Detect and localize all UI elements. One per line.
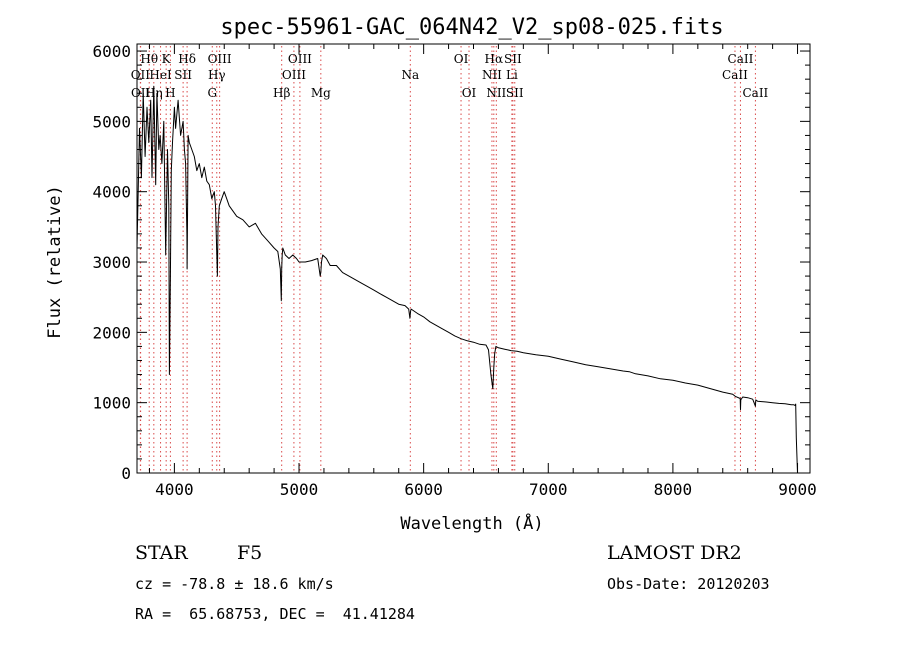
spectral-line-markers: [139, 46, 756, 473]
observation-date: Obs-Date: 20120203: [607, 575, 770, 593]
line-label-22: Hβ: [273, 86, 290, 100]
y-tick-label-1000: 1000: [92, 394, 131, 413]
y-tick-label-0: 0: [121, 464, 131, 483]
line-label-20: H: [165, 86, 175, 100]
x-tick-label-5000: 5000: [280, 480, 319, 499]
spectrum-series: [136, 85, 798, 474]
line-label-10: HeI: [149, 68, 172, 82]
x-axis-label: Wavelength (Å): [400, 512, 543, 534]
line-label-0: Hθ: [140, 52, 158, 66]
chart-title: spec-55961-GAC_064N42_V2_sp08-025.fits: [220, 15, 723, 40]
x-tick-label-4000: 4000: [155, 480, 194, 499]
line-label-17: CaII: [722, 68, 748, 82]
line-label-14: Na: [401, 68, 419, 82]
line-label-4: OIII: [288, 52, 312, 66]
line-label-26: SII: [506, 86, 524, 100]
x-tick-label-7000: 7000: [529, 480, 568, 499]
line-label-24: OI: [462, 86, 477, 100]
plot-frame: [136, 43, 811, 474]
coordinates-readout: RA = 65.68753, DEC = 41.41284: [135, 605, 415, 623]
x-axis-ticks: 4000 5000 6000 7000 8000 9000: [148, 44, 817, 499]
line-label-7: SII: [504, 52, 522, 66]
line-label-9: OII: [131, 68, 151, 82]
line-label-1: K: [162, 52, 172, 66]
line-label-2: Hδ: [178, 52, 196, 66]
object-class: STAR: [135, 542, 188, 564]
line-label-5: OI: [454, 52, 469, 66]
y-axis-label: Flux (relative): [45, 185, 65, 339]
line-label-12: Hγ: [208, 68, 226, 82]
line-label-3: OIII: [208, 52, 232, 66]
line-label-6: Hα: [485, 52, 504, 66]
y-tick-label-4000: 4000: [92, 183, 131, 202]
line-label-27: CaII: [742, 86, 768, 100]
line-label-15: NII: [482, 68, 502, 82]
y-tick-label-3000: 3000: [92, 253, 131, 272]
y-tick-label-6000: 6000: [92, 42, 131, 61]
x-tick-label-9000: 9000: [778, 480, 817, 499]
line-label-25: NII: [486, 86, 506, 100]
object-subclass: F5: [237, 542, 263, 564]
line-label-16: Li: [506, 68, 518, 82]
y-axis-ticks: 0 1000 2000 3000 4000 5000 6000: [92, 42, 810, 483]
x-tick-label-6000: 6000: [404, 480, 443, 499]
line-label-21: G: [207, 86, 217, 100]
redshift-readout: cz = -78.8 ± 18.6 km/s: [135, 575, 334, 593]
line-label-13: OIII: [282, 68, 306, 82]
x-tick-label-8000: 8000: [654, 480, 693, 499]
y-tick-label-2000: 2000: [92, 323, 131, 342]
survey-name: LAMOST DR2: [607, 542, 742, 564]
y-tick-label-5000: 5000: [92, 112, 131, 131]
spectrum-line-0: [136, 85, 798, 474]
line-label-8: CaII: [728, 52, 754, 66]
line-label-11: SII: [174, 68, 192, 82]
line-label-23: Mg: [311, 86, 331, 100]
